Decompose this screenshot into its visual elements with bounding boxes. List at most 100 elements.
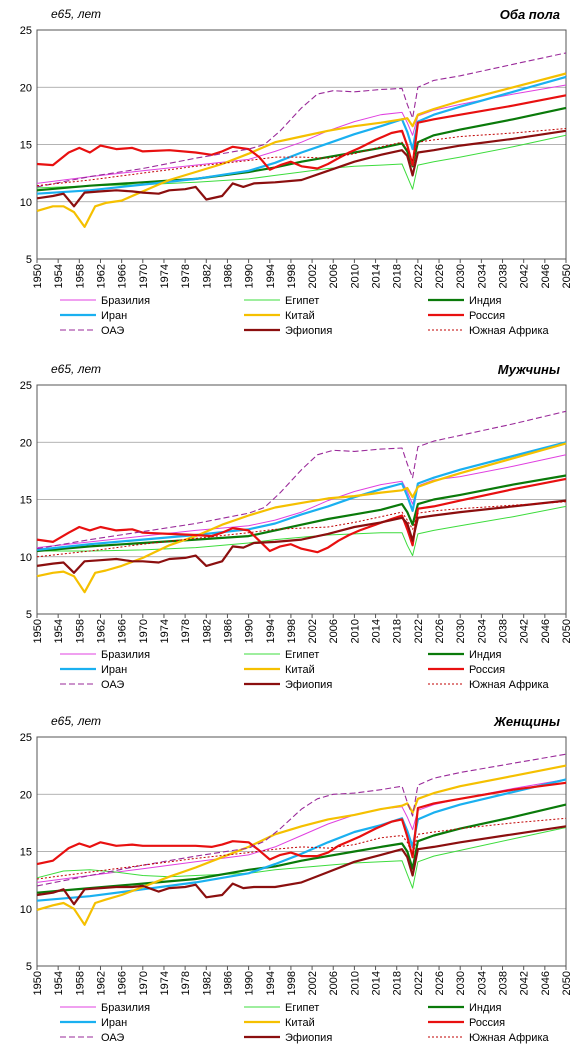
x-tick-label: 1966	[117, 619, 129, 643]
legend-label: Эфиопия	[285, 1032, 332, 1044]
x-tick-label: 2050	[561, 264, 573, 288]
series-line-6	[36, 477, 567, 554]
x-tick-label: 2002	[307, 971, 319, 995]
x-tick-label: 1990	[244, 264, 256, 288]
x-tick-label: 2006	[328, 619, 340, 643]
legend-label: Эфиопия	[285, 325, 332, 337]
x-tick-label: 1998	[286, 971, 298, 995]
y-tick-label: 20	[20, 789, 32, 801]
series-line-5	[36, 442, 567, 594]
y-tick-label: 25	[20, 380, 32, 392]
x-tick-label: 2042	[519, 619, 531, 643]
legend-label: Эфиопия	[285, 679, 332, 691]
legend-label: Бразилия	[101, 1002, 150, 1014]
x-tick-label: 2006	[328, 264, 340, 288]
y-tick-label: 10	[20, 904, 32, 916]
chart-title: Женщины	[493, 714, 560, 729]
legend-label: ОАЭ	[101, 325, 124, 337]
series-line-8	[36, 825, 567, 906]
plot-frame	[36, 736, 567, 967]
x-tick-label: 1994	[265, 971, 277, 995]
x-tick-label: 1974	[159, 971, 171, 995]
series-line-4	[36, 441, 567, 551]
series-line-6	[36, 94, 567, 171]
y-tick-label: 20	[20, 437, 32, 449]
x-tick-label: 2034	[476, 619, 488, 643]
series-line-2	[37, 505, 567, 557]
legend-label: Китай	[285, 310, 315, 322]
plot-frame	[36, 29, 567, 260]
x-tick-label: 2034	[476, 264, 488, 288]
x-tick-label: 1990	[244, 971, 256, 995]
series-line-7	[36, 410, 567, 550]
legend-label: Китай	[285, 664, 315, 676]
y-tick-label: 5	[26, 254, 32, 266]
x-tick-label: 1954	[53, 971, 65, 995]
legend-label: Россия	[469, 664, 505, 676]
x-tick-label: 1954	[53, 264, 65, 288]
legend-label: Южная Африка	[469, 1032, 550, 1044]
legend-label: Китай	[285, 1017, 315, 1029]
y-tick-label: 5	[26, 961, 32, 973]
y-tick-label: 25	[20, 25, 32, 37]
legend-label: Бразилия	[101, 295, 150, 307]
y-tick-label: 20	[20, 82, 32, 94]
legend-label: Южная Африка	[469, 325, 550, 337]
x-tick-label: 2038	[498, 619, 510, 643]
x-tick-label: 2018	[392, 264, 404, 288]
legend: Бразилия Египет Индия Иран Китай Россия ОАЭ Эфи…	[60, 649, 550, 691]
x-tick-label: 1994	[265, 264, 277, 288]
x-tick-label: 2030	[455, 264, 467, 288]
y-axis-label: e65, лет	[51, 362, 101, 376]
x-tick-label: 1982	[201, 264, 213, 288]
series-line-7	[36, 753, 567, 887]
series-line-5	[36, 72, 567, 228]
legend-label: Иран	[101, 310, 127, 322]
legend-label: Бразилия	[101, 649, 150, 661]
x-tick-label: 1978	[180, 971, 192, 995]
series-line-2	[36, 827, 567, 889]
x-tick-label: 1962	[95, 264, 107, 288]
x-tick-label: 2030	[455, 971, 467, 995]
legend-label: Россия	[469, 1017, 505, 1029]
series-line-3	[36, 803, 567, 894]
y-tick-label: 25	[20, 732, 32, 744]
series-line-5	[36, 764, 567, 926]
x-tick-label: 2046	[540, 619, 552, 643]
series-line-1	[36, 84, 567, 184]
x-tick-label: 1958	[74, 971, 86, 995]
x-tick-label: 1986	[222, 971, 234, 995]
x-tick-label: 2010	[349, 619, 361, 643]
x-tick-label: 2014	[371, 619, 383, 643]
x-tick-label: 1966	[117, 264, 129, 288]
y-tick-label: 10	[20, 197, 32, 209]
x-tick-label: 1998	[286, 619, 298, 643]
x-tick-label: 1958	[74, 264, 86, 288]
x-tick-label: 2030	[455, 619, 467, 643]
x-tick-label: 1954	[53, 619, 65, 643]
x-tick-label: 1966	[117, 971, 129, 995]
x-tick-label: 1970	[138, 264, 150, 288]
x-tick-label: 1974	[159, 619, 171, 643]
x-tick-label: 1958	[74, 619, 86, 643]
x-tick-label: 2002	[307, 619, 319, 643]
x-tick-label: 1998	[286, 264, 298, 288]
x-tick-label: 2042	[519, 264, 531, 288]
series-line-8	[36, 499, 567, 574]
x-tick-label: 1962	[95, 619, 107, 643]
x-tick-label: 1950	[32, 619, 44, 643]
x-tick-label: 1962	[95, 971, 107, 995]
legend-label: Индия	[469, 649, 502, 661]
x-tick-label: 2038	[498, 971, 510, 995]
plot-frame	[36, 384, 567, 615]
x-tick-label: 1982	[201, 971, 213, 995]
y-tick-label: 15	[20, 140, 32, 152]
legend-label: ОАЭ	[101, 679, 124, 691]
series-line-6	[36, 781, 567, 866]
series-line-9	[36, 501, 567, 558]
x-tick-label: 2026	[434, 619, 446, 643]
x-tick-label: 2010	[349, 264, 361, 288]
legend-label: Индия	[469, 1002, 502, 1014]
series-line-9	[36, 128, 567, 187]
